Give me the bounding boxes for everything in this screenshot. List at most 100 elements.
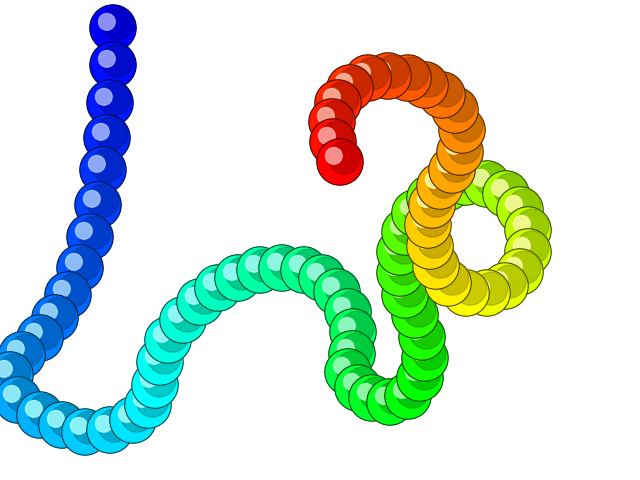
Circle shape <box>490 272 507 288</box>
Circle shape <box>91 43 135 87</box>
Circle shape <box>406 203 450 247</box>
Circle shape <box>177 279 223 325</box>
Circle shape <box>260 246 304 290</box>
Circle shape <box>497 187 543 233</box>
Circle shape <box>333 298 350 314</box>
Circle shape <box>413 64 446 97</box>
Circle shape <box>83 191 100 207</box>
Circle shape <box>325 289 371 335</box>
Circle shape <box>0 353 32 397</box>
Circle shape <box>337 339 354 356</box>
Circle shape <box>160 297 206 343</box>
Circle shape <box>47 410 64 427</box>
Circle shape <box>76 223 92 239</box>
Circle shape <box>292 249 325 282</box>
Circle shape <box>483 264 527 308</box>
Circle shape <box>320 101 353 134</box>
Circle shape <box>393 293 437 337</box>
Circle shape <box>390 217 407 234</box>
Circle shape <box>417 163 463 209</box>
Circle shape <box>282 248 326 292</box>
Circle shape <box>331 310 375 354</box>
Circle shape <box>323 88 340 105</box>
Circle shape <box>403 336 447 380</box>
Circle shape <box>259 245 305 291</box>
Circle shape <box>309 99 355 145</box>
Circle shape <box>336 351 369 384</box>
Circle shape <box>133 363 177 407</box>
Circle shape <box>88 81 132 125</box>
Circle shape <box>417 191 434 207</box>
Circle shape <box>475 163 508 196</box>
Circle shape <box>410 183 454 227</box>
Circle shape <box>444 160 488 204</box>
Circle shape <box>289 255 306 272</box>
Circle shape <box>408 224 452 268</box>
Circle shape <box>315 80 361 126</box>
Circle shape <box>39 402 85 448</box>
Circle shape <box>310 257 343 290</box>
Circle shape <box>403 294 436 327</box>
Circle shape <box>326 82 359 115</box>
Circle shape <box>281 247 327 293</box>
Circle shape <box>299 255 345 301</box>
Circle shape <box>433 268 450 285</box>
Circle shape <box>307 264 324 280</box>
Circle shape <box>366 54 410 98</box>
Circle shape <box>383 210 427 254</box>
Circle shape <box>388 252 421 285</box>
Circle shape <box>310 119 356 165</box>
Circle shape <box>378 251 422 295</box>
Circle shape <box>382 209 428 255</box>
Circle shape <box>206 267 239 300</box>
Circle shape <box>358 384 374 400</box>
Circle shape <box>0 333 44 377</box>
Circle shape <box>325 271 358 304</box>
Circle shape <box>472 169 489 186</box>
Circle shape <box>513 238 530 254</box>
Circle shape <box>75 182 121 228</box>
Circle shape <box>402 62 448 108</box>
Circle shape <box>506 208 550 252</box>
Circle shape <box>413 243 459 289</box>
Circle shape <box>433 173 449 190</box>
Circle shape <box>316 81 360 125</box>
Circle shape <box>0 377 41 423</box>
Circle shape <box>145 348 162 364</box>
Circle shape <box>377 250 423 296</box>
Circle shape <box>367 379 413 425</box>
Circle shape <box>349 375 395 421</box>
Circle shape <box>310 100 354 144</box>
Circle shape <box>394 63 410 80</box>
Circle shape <box>154 325 170 342</box>
Circle shape <box>321 121 354 154</box>
Circle shape <box>399 314 445 360</box>
Circle shape <box>413 337 446 370</box>
Circle shape <box>93 123 109 140</box>
Circle shape <box>90 5 136 51</box>
Circle shape <box>326 290 370 334</box>
Circle shape <box>223 264 240 280</box>
Circle shape <box>87 80 133 126</box>
Circle shape <box>385 55 431 101</box>
Circle shape <box>393 274 426 307</box>
Circle shape <box>422 252 438 268</box>
Circle shape <box>148 341 181 374</box>
Circle shape <box>396 375 429 408</box>
Circle shape <box>86 184 119 217</box>
Circle shape <box>336 291 369 324</box>
Circle shape <box>438 156 454 172</box>
Circle shape <box>392 190 438 236</box>
Circle shape <box>465 162 509 206</box>
Circle shape <box>178 280 222 324</box>
Circle shape <box>464 270 510 316</box>
Circle shape <box>80 147 126 193</box>
Circle shape <box>319 128 335 144</box>
Circle shape <box>330 309 376 355</box>
Circle shape <box>420 184 453 217</box>
Circle shape <box>84 115 130 161</box>
Circle shape <box>88 156 105 172</box>
Circle shape <box>268 253 284 270</box>
Circle shape <box>435 167 468 200</box>
Circle shape <box>443 159 489 205</box>
